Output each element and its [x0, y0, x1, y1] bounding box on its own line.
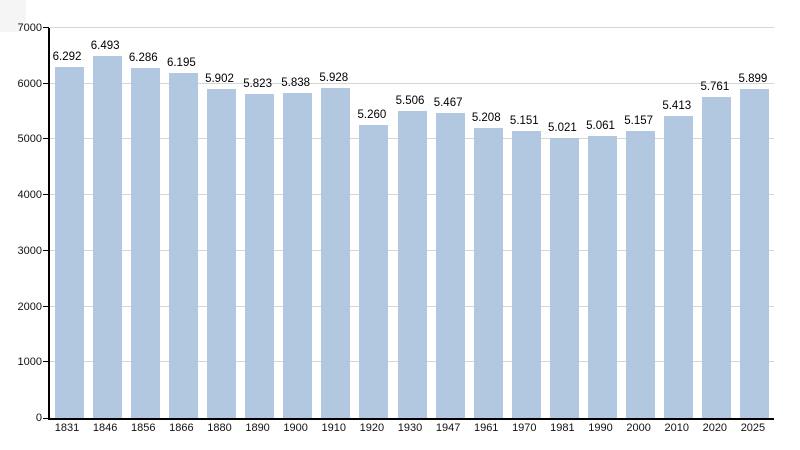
- y-tick-mark: [43, 361, 49, 363]
- gridline-7000: [50, 27, 774, 28]
- gridline-6000: [50, 82, 774, 84]
- x-tick-label-1981: 1981: [550, 422, 575, 434]
- y-tick-label: 4000: [17, 189, 42, 202]
- y-tick-label: 5000: [17, 133, 42, 146]
- bar-value-label-2020: 5.761: [700, 81, 730, 93]
- bar-value-label-1947: 5.467: [433, 97, 463, 109]
- bar-value-label-1961: 5.208: [471, 112, 501, 124]
- bar-1866: [169, 73, 198, 418]
- x-tick-label-1890: 1890: [245, 422, 270, 434]
- x-tick-label-1831: 1831: [54, 422, 80, 434]
- bar-1920: [359, 125, 388, 418]
- x-tick-label-1846: 1846: [92, 422, 118, 434]
- bar-1856: [131, 68, 160, 418]
- x-tick-label-2000: 2000: [626, 422, 651, 434]
- x-tick-label-1961: 1961: [473, 422, 499, 434]
- bar-value-label-2010: 5.413: [662, 100, 692, 112]
- bar-1880: [207, 89, 236, 418]
- x-tick-label-2010: 2010: [664, 422, 689, 434]
- bar-1890: [245, 94, 274, 418]
- x-tick-label-1856: 1856: [131, 422, 156, 434]
- bar-value-label-1846: 6.493: [90, 40, 120, 52]
- bar-1970: [512, 131, 541, 418]
- x-tick-label-2025: 2025: [740, 422, 766, 434]
- bar-1930: [398, 111, 427, 418]
- bar-2025: [740, 89, 769, 418]
- y-tick-mark: [43, 194, 49, 196]
- y-tick-mark: [43, 82, 49, 84]
- y-tick-mark: [43, 249, 49, 251]
- x-tick-label-1910: 1910: [321, 422, 347, 434]
- plot-area: [48, 27, 774, 420]
- y-tick-mark: [43, 305, 49, 307]
- x-tick-label-1900: 1900: [283, 422, 308, 434]
- bar-value-label-1856: 6.286: [128, 52, 158, 64]
- x-tick-label-1970: 1970: [512, 422, 537, 434]
- bar-value-label-1990: 5.061: [586, 120, 615, 132]
- bar-2020: [702, 97, 731, 418]
- bar-1831: [55, 67, 84, 418]
- bar-1910: [321, 88, 350, 418]
- x-tick-label-1920: 1920: [359, 422, 385, 434]
- bar-1990: [588, 136, 617, 418]
- bar-value-label-2000: 5.157: [624, 115, 654, 127]
- bar-value-label-1981: 5.021: [548, 122, 577, 134]
- x-tick-label-1947: 1947: [435, 422, 461, 434]
- bar-1846: [93, 56, 122, 418]
- y-tick-mark: [43, 418, 49, 419]
- corner-artifact: [0, 0, 26, 32]
- bar-value-label-1866: 6.195: [166, 57, 196, 69]
- y-tick-label: 0: [35, 412, 42, 424]
- x-tick-label-1866: 1866: [169, 422, 194, 434]
- y-tick-label: 6000: [17, 77, 42, 90]
- bar-value-label-1920: 5.260: [357, 109, 387, 121]
- bar-1981: [550, 138, 579, 418]
- y-tick-label: 2000: [17, 300, 42, 313]
- bar-value-label-1831: 6.292: [52, 51, 82, 63]
- x-tick-label-1930: 1930: [397, 422, 423, 434]
- y-tick-label: 1000: [17, 356, 42, 369]
- bar-1900: [283, 93, 312, 418]
- x-tick-label-2020: 2020: [702, 422, 728, 434]
- bar-value-label-2025: 5.899: [738, 73, 768, 85]
- x-tick-label-1880: 1880: [207, 422, 232, 434]
- y-tick-mark: [43, 27, 49, 28]
- y-tick-mark: [43, 138, 49, 140]
- bar-value-label-1880: 5.902: [205, 73, 234, 85]
- bar-2000: [626, 131, 655, 418]
- y-tick-label: 7000: [17, 22, 42, 34]
- bar-1947: [436, 113, 465, 418]
- bar-1961: [474, 128, 503, 418]
- bar-value-label-1890: 5.823: [243, 78, 272, 90]
- bar-value-label-1930: 5.506: [395, 95, 425, 107]
- bar-value-label-1900: 5.838: [281, 77, 311, 89]
- bar-value-label-1910: 5.928: [319, 72, 349, 84]
- bar-value-label-1970: 5.151: [509, 115, 539, 127]
- bar-2010: [664, 116, 693, 418]
- x-tick-label-1990: 1990: [588, 422, 613, 434]
- y-tick-label: 3000: [17, 244, 42, 257]
